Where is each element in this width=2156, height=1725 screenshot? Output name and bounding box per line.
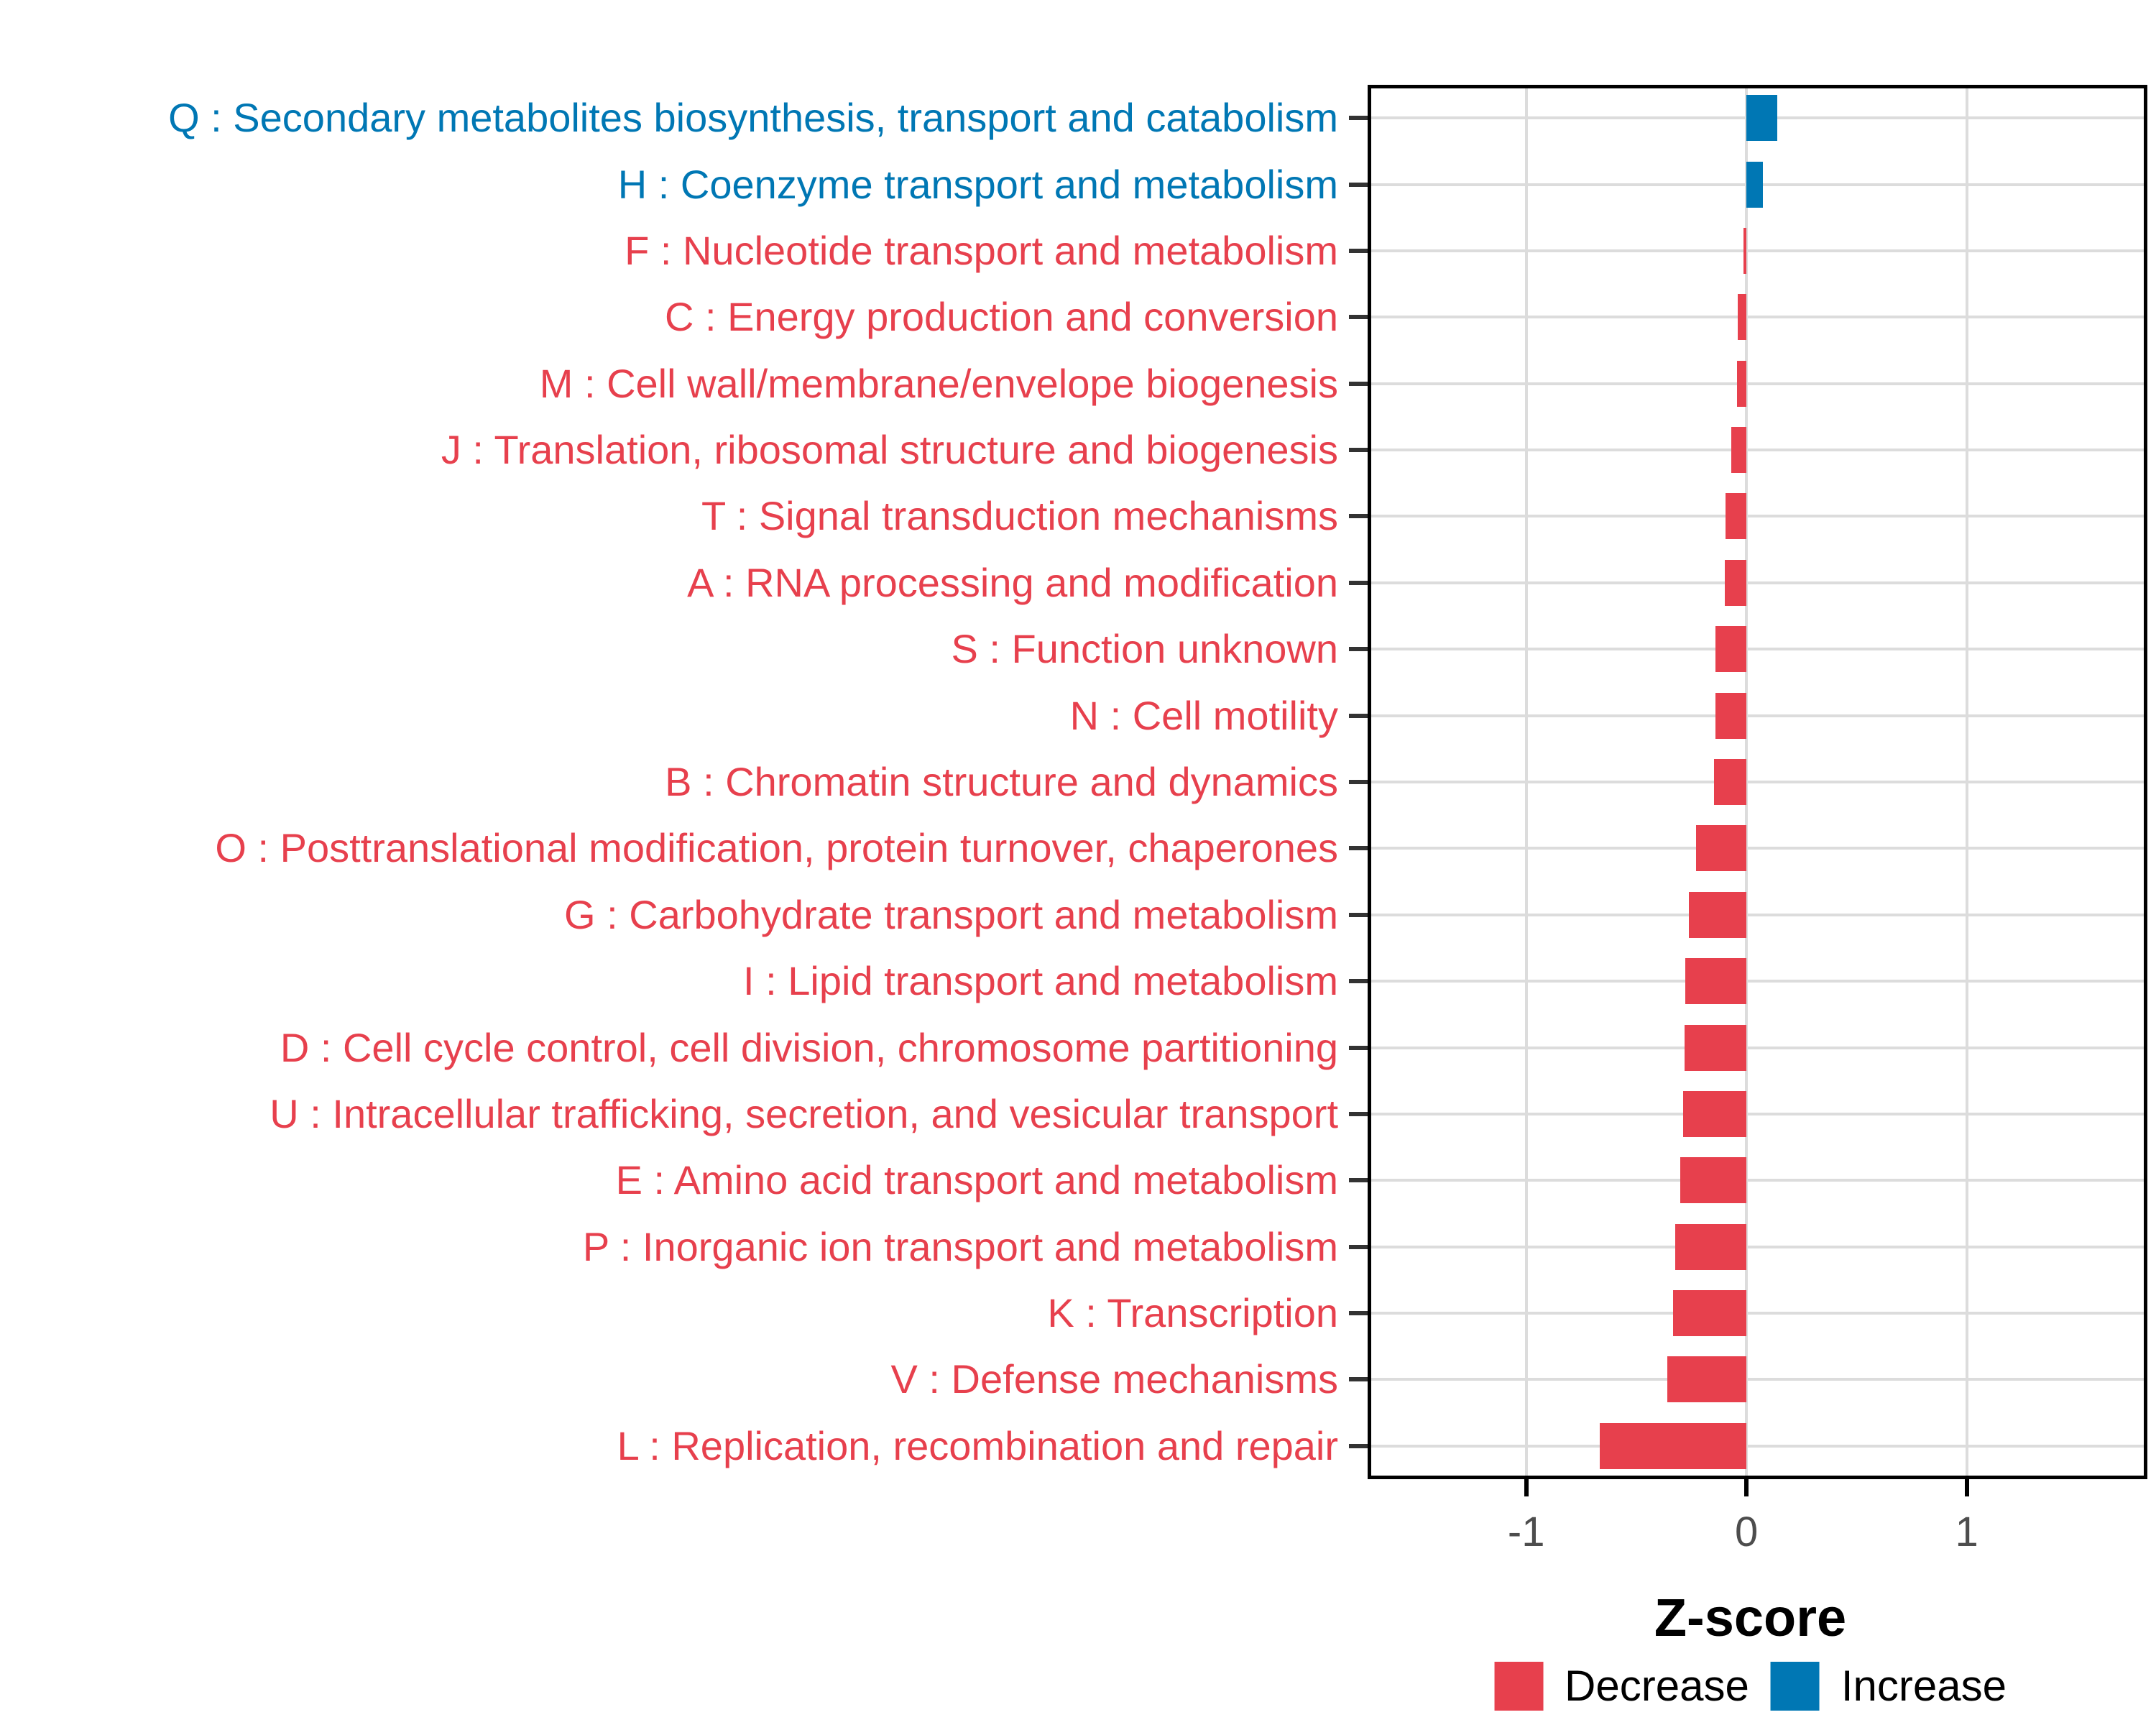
category-label: F : Nucleotide transport and metabolism	[625, 227, 1338, 273]
category-label: K : Transcription	[1047, 1290, 1338, 1336]
y-gridline	[1368, 714, 2147, 717]
bar	[1714, 759, 1747, 805]
x-axis-tick	[1524, 1479, 1529, 1496]
y-axis-tick	[1349, 116, 1368, 121]
category-label: S : Function unknown	[951, 626, 1338, 672]
category-label: A : RNA processing and modification	[687, 559, 1338, 605]
category-label: L : Replication, recombination and repai…	[617, 1422, 1338, 1468]
y-axis-tick	[1349, 1045, 1368, 1050]
legend-label-increase: Increase	[1841, 1662, 2007, 1710]
y-gridline	[1368, 515, 2147, 518]
bar	[1746, 95, 1778, 142]
bar	[1731, 427, 1747, 474]
bar	[1695, 825, 1747, 872]
y-axis-tick	[1349, 979, 1368, 984]
x-axis-tick-label: 1	[1955, 1509, 1978, 1555]
y-axis-tick	[1349, 647, 1368, 652]
x-axis-tick	[1964, 1479, 1969, 1496]
legend-key-increase	[1770, 1661, 1820, 1711]
y-axis-tick	[1349, 315, 1368, 320]
y-gridline	[1368, 1112, 2147, 1116]
y-gridline	[1368, 781, 2147, 783]
y-axis-tick	[1349, 1311, 1368, 1316]
y-gridline	[1368, 648, 2147, 651]
category-label: Q : Secondary metabolites biosynthesis, …	[168, 95, 1338, 141]
y-gridline	[1368, 1444, 2147, 1448]
y-gridline	[1368, 1378, 2147, 1381]
y-gridline	[1368, 382, 2147, 385]
y-gridline	[1368, 1179, 2147, 1182]
y-axis-tick	[1349, 912, 1368, 917]
category-label: O : Posttranslational modification, prot…	[215, 825, 1338, 871]
y-axis-tick	[1349, 248, 1368, 253]
bar	[1667, 1356, 1747, 1403]
category-label: I : Lipid transport and metabolism	[743, 958, 1338, 1004]
y-axis-tick	[1349, 514, 1368, 519]
bar	[1715, 692, 1747, 739]
category-label: T : Signal transduction mechanisms	[701, 493, 1338, 539]
y-axis-tick	[1349, 780, 1368, 784]
x-axis-tick-label: 0	[1735, 1509, 1759, 1555]
bar	[1685, 958, 1747, 1005]
legend-key-decrease	[1494, 1661, 1544, 1711]
bar	[1715, 626, 1747, 673]
y-gridline	[1368, 581, 2147, 584]
y-gridline	[1368, 249, 2147, 252]
y-axis-tick	[1349, 580, 1368, 585]
y-gridline	[1368, 448, 2147, 452]
x-axis-title: Z-score	[1654, 1588, 1847, 1647]
y-axis-tick	[1349, 846, 1368, 851]
category-label: H : Coenzyme transport and metabolism	[617, 161, 1338, 207]
y-axis-tick	[1349, 381, 1368, 386]
y-axis-tick	[1349, 713, 1368, 718]
y-axis-tick	[1349, 1443, 1368, 1448]
bar	[1746, 161, 1764, 208]
y-gridline	[1368, 913, 2147, 916]
bar	[1725, 559, 1747, 606]
category-label: J : Translation, ribosomal structure and…	[441, 427, 1338, 473]
x-axis-tick	[1744, 1479, 1749, 1496]
y-axis-tick	[1349, 448, 1368, 453]
category-label: N : Cell motility	[1069, 692, 1338, 738]
category-label: V : Defense mechanisms	[890, 1356, 1338, 1402]
y-gridline	[1368, 980, 2147, 983]
bar	[1688, 891, 1747, 938]
bar	[1680, 1157, 1747, 1204]
legend-label-decrease: Decrease	[1565, 1662, 1749, 1710]
category-label: E : Amino acid transport and metabolism	[615, 1157, 1338, 1203]
y-gridline	[1368, 1245, 2147, 1248]
y-gridline	[1368, 1312, 2147, 1315]
y-axis-tick	[1349, 1377, 1368, 1382]
category-label: D : Cell cycle control, cell division, c…	[280, 1024, 1338, 1070]
y-gridline	[1368, 316, 2147, 319]
y-gridline	[1368, 1046, 2147, 1049]
y-gridline	[1368, 847, 2147, 850]
category-label: C : Energy production and conversion	[665, 294, 1338, 340]
category-label: G : Carbohydrate transport and metabolis…	[564, 891, 1338, 937]
bar	[1736, 360, 1747, 407]
bar	[1673, 1290, 1747, 1337]
bar	[1600, 1422, 1747, 1469]
y-axis-tick	[1349, 1178, 1368, 1183]
bar	[1726, 493, 1747, 540]
bar	[1675, 1223, 1747, 1270]
x-axis-tick-label: -1	[1507, 1509, 1545, 1555]
bar	[1683, 1090, 1747, 1137]
y-axis-tick	[1349, 1111, 1368, 1116]
category-label: B : Chromatin structure and dynamics	[665, 759, 1338, 804]
y-axis-tick	[1349, 1244, 1368, 1249]
category-label: U : Intracellular trafficking, secretion…	[270, 1090, 1338, 1136]
bar	[1685, 1024, 1747, 1071]
category-label: P : Inorganic ion transport and metaboli…	[582, 1223, 1338, 1269]
category-label: M : Cell wall/membrane/envelope biogenes…	[539, 360, 1338, 406]
y-axis-tick	[1349, 182, 1368, 187]
bar	[1738, 294, 1747, 341]
bar	[1743, 227, 1747, 274]
legend: Decrease Increase	[1494, 1661, 2007, 1711]
